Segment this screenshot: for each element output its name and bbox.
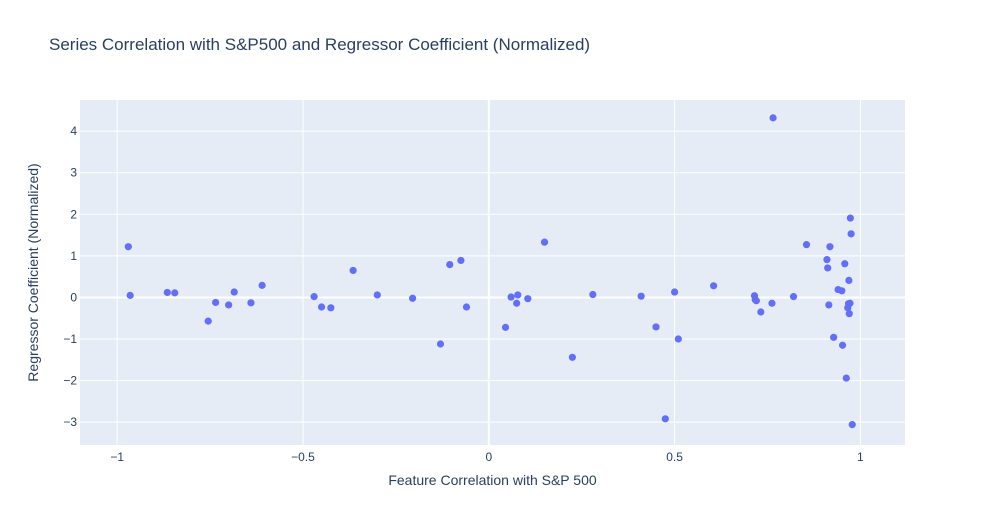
data-point[interactable] (841, 260, 849, 268)
data-point[interactable] (652, 323, 660, 331)
data-point[interactable] (409, 294, 417, 302)
data-point[interactable] (670, 288, 679, 296)
data-point[interactable] (230, 288, 238, 296)
data-point[interactable] (845, 276, 853, 284)
data-point[interactable] (752, 297, 760, 305)
data-point[interactable] (247, 299, 255, 307)
data-point[interactable] (568, 353, 576, 361)
data-point[interactable] (842, 374, 850, 382)
x-tick-label: 0.5 (666, 450, 683, 464)
y-tick-label: 4 (70, 124, 77, 138)
data-point[interactable] (212, 298, 220, 307)
data-point[interactable] (824, 264, 832, 272)
y-tick-label: −1 (63, 332, 77, 346)
data-point[interactable] (436, 340, 445, 348)
data-point[interactable] (710, 282, 718, 290)
y-tick-label: −2 (63, 374, 77, 388)
plot-area (80, 100, 905, 445)
data-point[interactable] (327, 304, 335, 312)
y-tick-label: 1 (70, 249, 77, 263)
y-tick-label: 3 (70, 166, 77, 180)
data-point[interactable] (258, 281, 266, 289)
data-point[interactable] (674, 335, 682, 343)
grid-lines (80, 100, 905, 445)
data-point[interactable] (789, 293, 798, 301)
y-tick-label: 0 (70, 290, 77, 304)
data-point[interactable] (126, 291, 134, 299)
data-point[interactable] (310, 293, 318, 301)
data-point[interactable] (507, 293, 515, 301)
data-point[interactable] (830, 333, 838, 341)
y-tick-label: −3 (63, 415, 77, 429)
data-point[interactable] (457, 256, 465, 265)
data-point[interactable] (846, 214, 854, 222)
data-point[interactable] (768, 299, 776, 307)
tick-labels: −1 −0.5 0 0.5 1 −3 −2 −1 0 1 2 3 4 (63, 124, 864, 464)
data-point[interactable] (513, 299, 521, 307)
data-point[interactable] (540, 238, 549, 246)
data-point[interactable] (845, 310, 853, 318)
data-point[interactable] (838, 341, 847, 349)
data-point[interactable] (124, 243, 132, 251)
data-point[interactable] (225, 301, 233, 309)
data-point[interactable] (825, 301, 833, 309)
x-tick-label: −1 (110, 450, 124, 464)
data-point[interactable] (317, 303, 326, 311)
data-point[interactable] (373, 291, 381, 299)
data-point[interactable] (349, 266, 357, 275)
chart-title: Series Correlation with S&P500 and Regre… (49, 35, 590, 54)
data-point[interactable] (661, 415, 669, 423)
data-point[interactable] (524, 295, 532, 303)
data-point[interactable] (769, 114, 777, 122)
data-point[interactable] (826, 243, 834, 251)
y-tick-label: 2 (70, 207, 77, 221)
x-axis-title: Feature Correlation with S&P 500 (388, 472, 597, 488)
x-tick-label: 0 (485, 450, 492, 464)
data-point[interactable] (802, 241, 811, 249)
data-point[interactable] (514, 291, 522, 299)
data-point[interactable] (501, 323, 510, 331)
data-point[interactable] (462, 303, 471, 311)
data-point[interactable] (848, 421, 856, 429)
data-point[interactable] (637, 292, 645, 300)
data-point[interactable] (823, 256, 831, 264)
data-point[interactable] (163, 288, 171, 297)
x-tick-label: 1 (857, 450, 864, 464)
data-point[interactable] (204, 317, 212, 325)
y-axis-title: Regressor Coefficient (Normalized) (25, 163, 41, 381)
data-point[interactable] (171, 289, 179, 297)
data-point[interactable] (589, 290, 597, 299)
data-point[interactable] (846, 299, 854, 307)
data-point[interactable] (446, 261, 454, 269)
x-tick-label: −0.5 (291, 450, 315, 464)
data-point[interactable] (757, 308, 765, 316)
data-point[interactable] (847, 230, 855, 238)
data-point[interactable] (838, 287, 846, 295)
data-points (124, 114, 856, 429)
